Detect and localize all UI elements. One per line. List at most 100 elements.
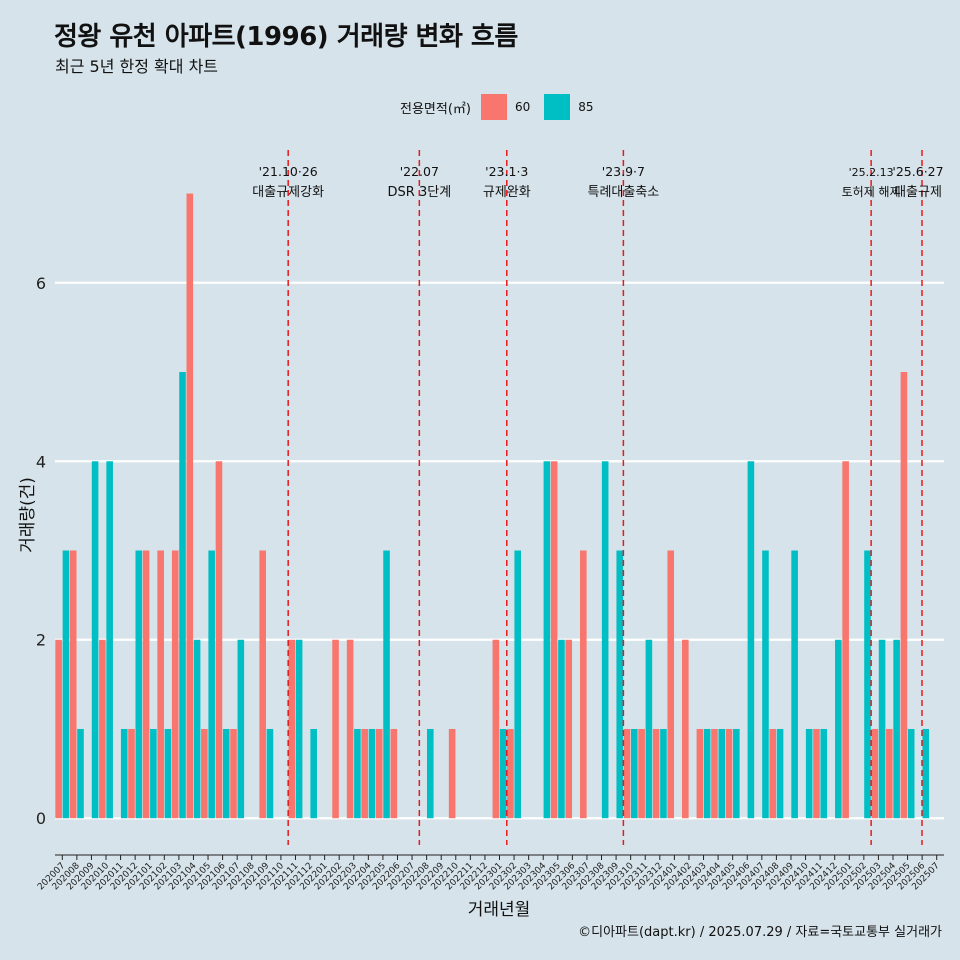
bar-60-202312 [652,728,660,819]
bar-60-202012 [128,728,135,819]
bar-85-202105 [208,550,215,819]
bar-85-202007 [62,550,70,819]
bar-60-202307 [580,550,587,819]
legend-label-60: 60 [514,100,531,114]
event-label: 특례대출축소 [587,185,659,200]
event-date: '25.2.13 [849,166,894,179]
bar-85-202305 [558,639,565,819]
bar-85-202012 [135,550,143,819]
bar-85-202109 [266,728,274,819]
bar-60-202204 [361,728,368,819]
bar-85-202312 [660,728,667,819]
bar-85-202107 [237,639,245,819]
bar-85-202106 [222,728,230,819]
bar-60-202310 [623,728,631,819]
bar-60-202205 [375,728,383,819]
event-date: '21.10·26 [259,164,318,179]
bar-60-202301 [492,639,500,819]
bar-85-202309 [616,550,624,819]
y-tick-label: 2 [36,631,46,650]
bar-85-202010 [106,461,113,819]
bar-85-202505 [907,728,915,819]
bar-85-202506 [922,728,930,819]
bar-85-202409 [791,550,798,819]
bar-85-202205 [383,550,390,819]
legend-label-85: 85 [578,100,594,114]
bar-85-202304 [543,461,551,819]
bar-60-202402 [682,639,689,819]
bar-60-202401 [667,550,675,819]
bar-85-202103 [179,372,186,819]
bar-85-202203 [354,728,361,819]
bar-85-202104 [193,639,201,819]
source-caption: ©디아파트(dapt.kr) / 2025.07.29 / 자료=국토교통부 실… [578,925,942,940]
event-label: 규제완화 [483,185,531,200]
bar-60-202305 [550,461,558,819]
bar-85-202311 [645,639,653,819]
bar-85-202310 [631,728,638,819]
bar-60-202210 [448,728,456,819]
bar-60-202203 [346,639,354,819]
bar-60-202504 [886,728,893,819]
bar-85-202410 [805,728,813,819]
bar-60-202010 [99,639,106,819]
chart-title: 정왕 유천 아파트(1996) 거래량 변화 흐름 [54,22,518,52]
bar-85-202406 [747,461,755,819]
bar-60-202008 [69,550,77,819]
bar-60-202202 [332,639,339,819]
event-label: 대출규제강화 [252,185,324,200]
bar-60-202405 [725,728,733,819]
legend: 전용면적(㎡) 60 85 [400,93,608,121]
bar-85-202008 [77,728,84,819]
bar-85-202009 [91,461,99,819]
bar-85-202408 [776,728,784,819]
bar-60-202101 [142,550,150,819]
bar-85-202111 [295,639,303,819]
bar-85-202412 [835,639,842,819]
bar-85-202204 [368,728,376,819]
y-axis-title: 거래량(건) [18,477,38,553]
bar-60-202408 [769,728,777,819]
bar-85-202208 [426,728,434,819]
bar-60-202311 [638,728,645,819]
bar-60-202404 [711,728,718,819]
bar-85-202504 [893,639,900,819]
legend-key-85 [544,94,571,120]
bar-85-202503 [878,639,886,819]
bar-60-202403 [696,728,704,819]
bar-60-202306 [565,639,573,819]
event-date: '23.9·7 [602,164,645,179]
event-date: '22.07 [400,164,439,179]
bar-60-202503 [871,728,879,819]
x-axis-title: 거래년월 [468,900,531,920]
event-date: '25.6·27 [892,164,943,179]
bar-60-202505 [900,372,908,819]
bar-60-202102 [157,550,164,819]
bar-85-202011 [120,728,128,819]
bar-60-202103 [171,550,179,819]
y-tick-label: 0 [36,809,46,828]
event-date: '23.1·3 [485,164,528,179]
y-tick-label: 6 [36,274,46,293]
bar-85-202102 [164,728,172,819]
event-label: DSR 3단계 [388,185,452,200]
bar-60-202302 [507,728,514,819]
bar-60-202109 [259,550,266,819]
bar-60-202501 [842,461,849,819]
bar-60-202007 [55,639,62,819]
bar-85-202405 [733,728,740,819]
bar-60-202104 [186,193,194,819]
bar-85-202112 [310,728,317,819]
bar-85-202308 [601,461,609,819]
legend-key-60 [480,94,507,120]
event-label: 토허제 해제 [842,185,901,199]
bar-85-202301 [499,728,507,819]
bar-85-202101 [150,728,157,819]
bar-85-202411 [820,728,828,819]
chart-subtitle: 최근 5년 한정 확대 차트 [55,57,219,76]
event-label: 대출규제 [894,185,942,200]
bar-60-202105 [201,728,208,819]
legend-title: 전용면적(㎡) [400,101,471,117]
